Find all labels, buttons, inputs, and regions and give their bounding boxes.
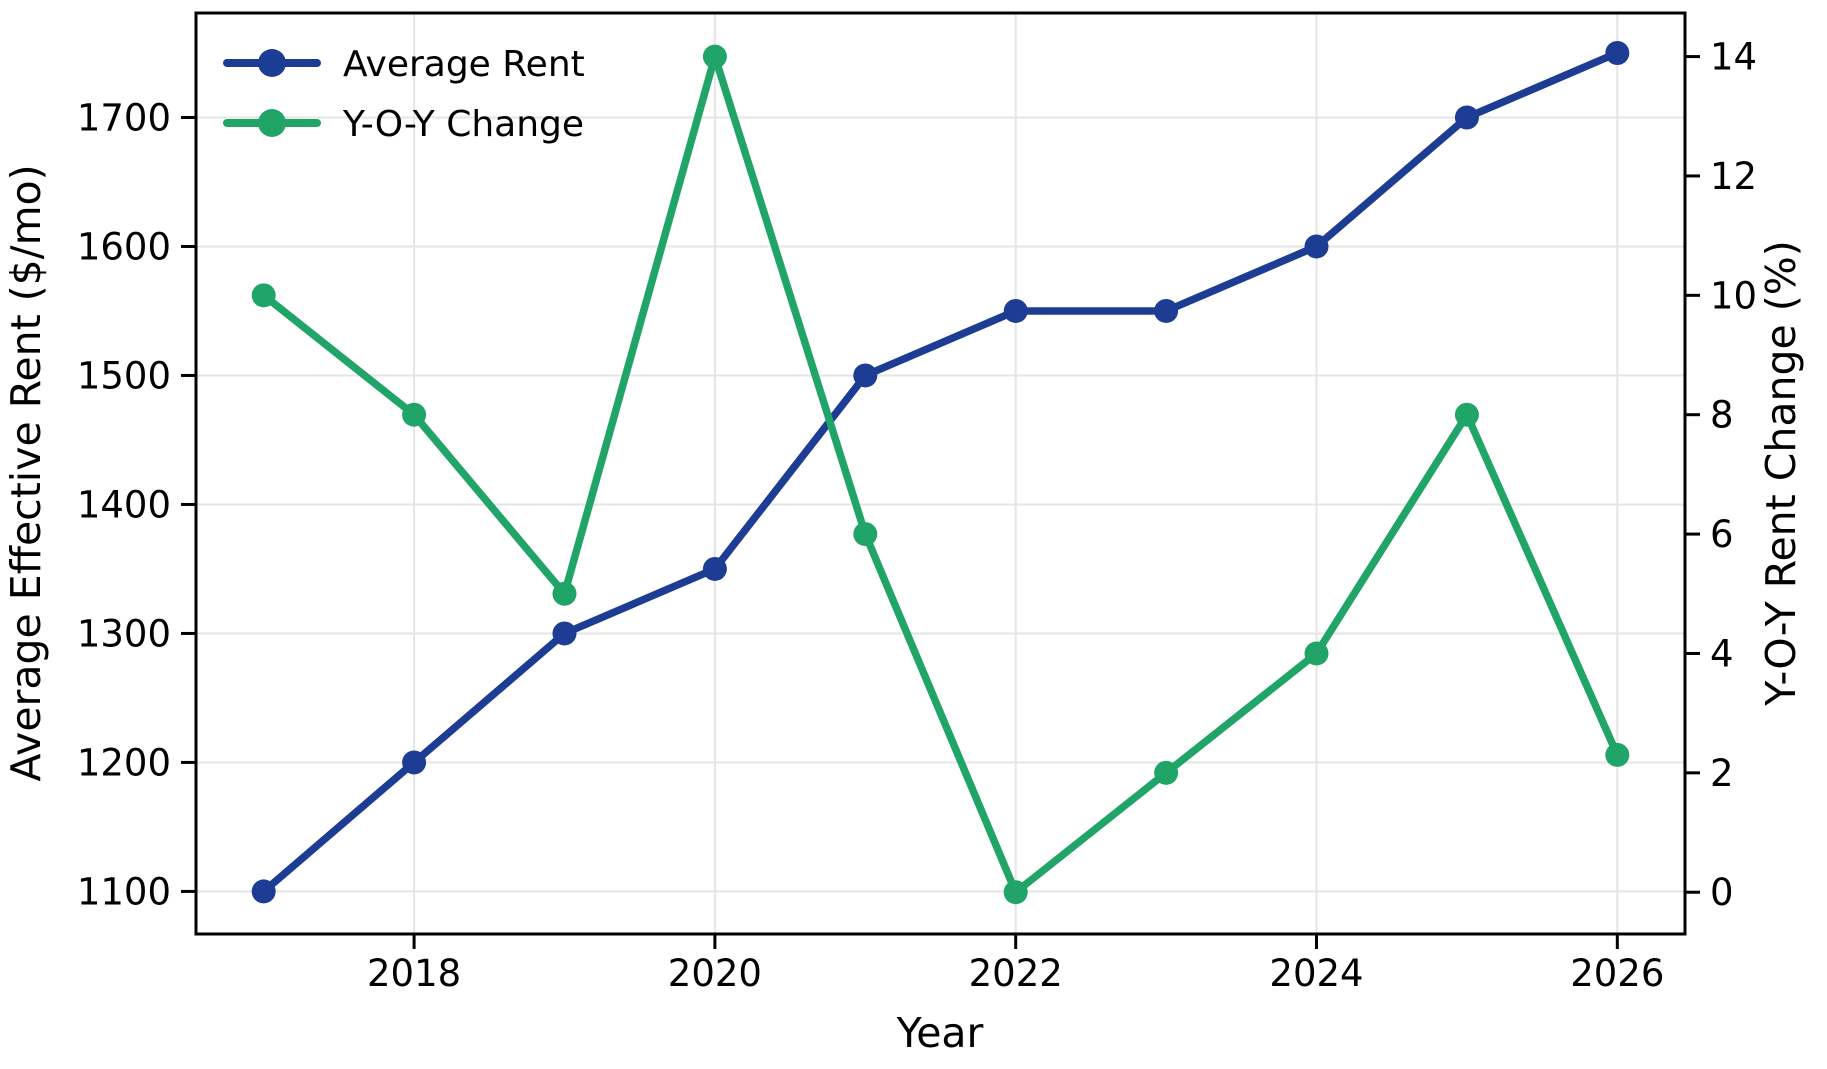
data-point-y-o-y-change: [402, 402, 427, 427]
data-point-average-rent: [402, 750, 427, 775]
y-tick-label-left: 1400: [77, 483, 171, 526]
y-tick-label-right: 2: [1710, 752, 1734, 795]
legend-marker-average-rent: [258, 49, 286, 77]
legend-marker-yoy-change: [258, 109, 286, 137]
y-tick-label-left: 1100: [77, 870, 171, 913]
data-point-y-o-y-change: [1304, 641, 1329, 666]
x-axis-label: Year: [896, 1009, 984, 1057]
y-tick-label-right: 12: [1710, 155, 1757, 198]
data-point-y-o-y-change: [1154, 760, 1179, 785]
data-point-y-o-y-change: [1454, 402, 1479, 427]
y-tick-label-left: 1600: [77, 225, 171, 268]
x-tick-label: 2026: [1570, 952, 1664, 995]
y-tick-label-right: 4: [1710, 632, 1734, 675]
legend-label-yoy-change: Y-O-Y Change: [342, 104, 584, 145]
legend: Average Rent Y-O-Y Change: [223, 44, 585, 145]
series-line-average-rent: [259, 49, 1622, 896]
tick-marks-layer: 2018 2020 2022 2024 2026 1100 1200 1300 1400 1500…: [77, 36, 1757, 995]
plot-frame: [194, 11, 1687, 936]
axes-spines-layer: [194, 11, 1687, 936]
legend-label-average-rent: Average Rent: [343, 44, 585, 85]
x-tick-label: 2024: [1269, 952, 1363, 995]
data-point-y-o-y-change: [853, 522, 878, 547]
y-tick-label-left: 1700: [77, 96, 171, 139]
y-tick-label-right: 6: [1710, 513, 1734, 556]
data-point-average-rent: [1154, 298, 1179, 323]
data-point-average-rent: [552, 621, 577, 646]
y-tick-label-right: 14: [1710, 36, 1757, 79]
x-tick-label: 2018: [367, 952, 461, 995]
y-tick-label-left: 1300: [77, 612, 171, 655]
legend-item-average-rent: Average Rent: [223, 44, 585, 85]
y-tick-label-right: 8: [1710, 394, 1734, 437]
y-tick-label-left: 1500: [77, 354, 171, 397]
x-tick-label: 2022: [969, 952, 1063, 995]
data-point-y-o-y-change: [552, 581, 577, 606]
gridlines-layer: [196, 13, 1685, 934]
legend-item-yoy-change: Y-O-Y Change: [223, 104, 584, 145]
x-tick-label: 2020: [668, 952, 762, 995]
y-axis-label-left: Average Effective Rent ($/mo): [2, 164, 50, 781]
data-series-layer: [251, 40, 1630, 905]
data-point-average-rent: [1003, 298, 1028, 323]
data-point-y-o-y-change: [1605, 742, 1630, 767]
data-point-average-rent: [251, 879, 276, 904]
data-point-y-o-y-change: [251, 283, 276, 308]
y-axis-label-right: Y-O-Y Rent Change (%): [1757, 240, 1805, 706]
data-point-average-rent: [1454, 105, 1479, 130]
y-tick-label-right: 0: [1710, 871, 1734, 914]
y-tick-label-left: 1200: [77, 741, 171, 784]
data-point-y-o-y-change: [702, 44, 727, 69]
data-point-y-o-y-change: [1003, 880, 1028, 905]
series-line-y-o-y-change: [259, 52, 1622, 896]
data-point-average-rent: [1605, 40, 1630, 65]
data-point-average-rent: [853, 363, 878, 388]
data-point-average-rent: [702, 556, 727, 581]
data-point-average-rent: [1304, 234, 1329, 259]
y-tick-label-right: 10: [1710, 274, 1757, 317]
